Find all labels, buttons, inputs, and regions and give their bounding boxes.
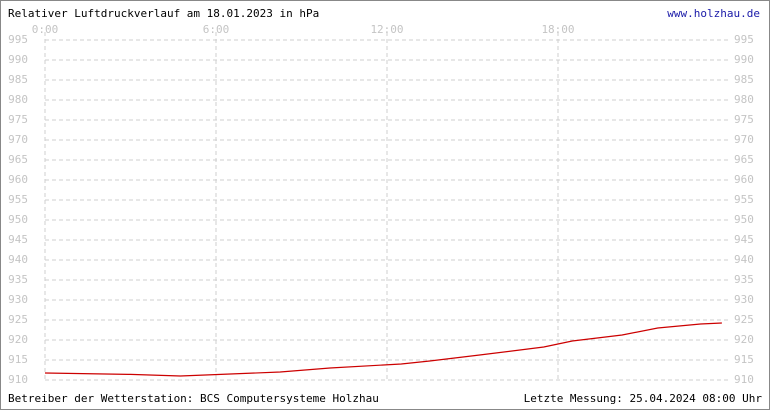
y-tick-label: 915 <box>8 353 28 366</box>
y-tick-label-right: 970 <box>734 133 754 146</box>
y-tick-label: 925 <box>8 313 28 326</box>
y-tick-label: 920 <box>8 333 28 346</box>
x-tick-label: 18:00 <box>541 23 574 36</box>
y-tick-label: 950 <box>8 213 28 226</box>
y-tick-label-right: 955 <box>734 193 754 206</box>
y-tick-label-right: 920 <box>734 333 754 346</box>
chart-title: Relativer Luftdruckverlauf am 18.01.2023… <box>8 7 319 20</box>
y-tick-label-right: 980 <box>734 93 754 106</box>
site-link[interactable]: www.holzhau.de <box>667 7 760 20</box>
y-tick-label: 985 <box>8 73 28 86</box>
y-tick-label-right: 945 <box>734 233 754 246</box>
y-tick-label-right: 915 <box>734 353 754 366</box>
y-tick-label-right: 910 <box>734 373 754 386</box>
pressure-line <box>44 322 722 377</box>
operator: Betreiber der Wetterstation: BCS Compute… <box>8 392 379 405</box>
y-tick-label: 955 <box>8 193 28 206</box>
y-tick-label-right: 950 <box>734 213 754 226</box>
x-tick-label: 0:00 <box>32 23 59 36</box>
y-tick-label-right: 990 <box>734 53 754 66</box>
y-tick-label: 970 <box>8 133 28 146</box>
y-tick-label: 965 <box>8 153 28 166</box>
y-tick-label-right: 965 <box>734 153 754 166</box>
y-tick-label: 995 <box>8 33 28 46</box>
y-tick-label-right: 995 <box>734 33 754 46</box>
last-measurement: Letzte Messung: 25.04.2024 08:00 Uhr <box>524 392 763 405</box>
y-tick-label-right: 925 <box>734 313 754 326</box>
y-tick-label-right: 975 <box>734 113 754 126</box>
y-tick-label: 930 <box>8 293 28 306</box>
y-tick-label-right: 935 <box>734 273 754 286</box>
y-tick-label-right: 960 <box>734 173 754 186</box>
y-tick-label: 940 <box>8 253 28 266</box>
y-tick-label: 990 <box>8 53 28 66</box>
y-tick-label: 975 <box>8 113 28 126</box>
x-tick-label: 6:00 <box>203 23 230 36</box>
y-tick-label-right: 930 <box>734 293 754 306</box>
y-tick-label: 910 <box>8 373 28 386</box>
y-tick-label-right: 940 <box>734 253 754 266</box>
y-tick-label: 980 <box>8 93 28 106</box>
y-tick-label: 945 <box>8 233 28 246</box>
y-tick-label: 935 <box>8 273 28 286</box>
y-tick-label-right: 985 <box>734 73 754 86</box>
y-tick-label: 960 <box>8 173 28 186</box>
x-tick-label: 12:00 <box>370 23 403 36</box>
